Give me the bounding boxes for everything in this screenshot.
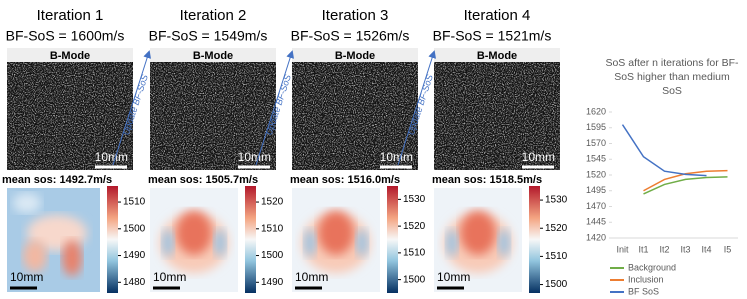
x-tick-label: It3: [680, 244, 690, 254]
sos-map: [434, 188, 522, 292]
bf-sos-label: BF-SoS = 1600m/s: [6, 28, 125, 44]
sos-blob: [23, 240, 47, 272]
bmode-speckle: [434, 56, 560, 170]
legend-label: Background: [628, 262, 676, 272]
colorbar-tick-label: 1530: [403, 194, 426, 205]
colorbar-tick-label: 1500: [545, 279, 568, 290]
colorbar-tick-label: 1510: [123, 197, 146, 208]
y-tick-label: 1620: [586, 106, 606, 116]
colorbar-tick-label: 1520: [545, 223, 568, 234]
bmode-scale: 10mm: [522, 150, 555, 164]
series-line: [621, 124, 707, 177]
colorbar-tick-label: 1500: [261, 250, 284, 261]
bmode-speckle: [7, 56, 133, 170]
bmode-label-box: [292, 48, 418, 62]
update-arrow: [255, 50, 294, 166]
chart-title: SoS after n iterations for BF-SoS higher…: [605, 57, 739, 97]
bmode-label-box: [150, 48, 276, 62]
bmode-scale: 10mm: [380, 150, 413, 164]
mean-sos: mean sos: 1492.7m/s: [2, 174, 112, 186]
mean-sos: mean sos: 1518.5m/s: [432, 174, 542, 186]
y-tick-label: 1445: [586, 217, 606, 227]
sos-blob: [176, 211, 212, 255]
bmode-speckle: [292, 56, 418, 170]
colorbar-tick-label: 1510: [261, 223, 284, 234]
colorbar: [107, 186, 118, 293]
sos-map: [150, 188, 238, 292]
sos-blob: [162, 229, 174, 257]
sos-blob: [304, 229, 316, 257]
sos-map: [292, 188, 380, 292]
x-tick-label: It1: [638, 244, 648, 254]
legend-label: BF SoS: [628, 286, 659, 296]
y-tick-label: 1495: [586, 185, 606, 195]
sos-blob: [498, 229, 510, 257]
colorbar-tick-label: 1490: [123, 250, 146, 261]
y-tick-label: 1570: [586, 138, 606, 148]
bmode-label: B-Mode: [50, 50, 90, 62]
colorbar: [529, 186, 540, 293]
bmode-label: B-Mode: [335, 50, 375, 62]
bmode-scale: 10mm: [95, 150, 128, 164]
x-tick-label: I5: [724, 244, 732, 254]
sos-blob: [13, 193, 41, 213]
x-tick-label: Init: [616, 244, 629, 254]
iteration-title: Iteration 2: [180, 7, 247, 24]
bmode-label: B-Mode: [477, 50, 517, 62]
colorbar-tick-label: 1530: [545, 195, 568, 206]
iteration-title: Iteration 3: [322, 7, 389, 24]
colorbar-tick-label: 1490: [261, 277, 284, 288]
colorbar-tick-label: 1480: [123, 277, 146, 288]
colorbar-tick-label: 1520: [261, 197, 284, 208]
bf-sos-label: BF-SoS = 1521m/s: [433, 28, 552, 44]
bf-sos-label: BF-SoS = 1526m/s: [291, 28, 410, 44]
sos-blob: [356, 229, 368, 257]
colorbar-tick-label: 1510: [545, 251, 568, 262]
x-tick-label: It4: [701, 244, 711, 254]
colorbar-tick-label: 1520: [403, 221, 426, 232]
colorbar: [387, 186, 398, 293]
sos-blob: [62, 240, 82, 276]
map-scale: 10mm: [437, 270, 470, 284]
y-tick-label: 1595: [586, 122, 606, 132]
sos-blob: [460, 211, 496, 255]
update-arrow: [112, 50, 151, 166]
bmode-scale: 10mm: [238, 150, 271, 164]
map-scale: 10mm: [10, 270, 43, 284]
y-tick-label: 1420: [586, 232, 606, 242]
sos-map: [7, 188, 100, 292]
legend-label: Inclusion: [628, 274, 664, 284]
bf-sos-label: BF-SoS = 1549m/s: [149, 28, 268, 44]
y-tick-label: 1545: [586, 154, 606, 164]
bmode-label: B-Mode: [193, 50, 233, 62]
y-tick-label: 1520: [586, 169, 606, 179]
update-arrow: [397, 50, 436, 166]
bmode-label-box: [434, 48, 560, 62]
bmode-speckle: [150, 56, 276, 170]
bmode-label-box: [7, 48, 133, 62]
colorbar-tick-label: 1510: [403, 248, 426, 259]
x-tick-label: It2: [659, 244, 669, 254]
mean-sos: mean sos: 1516.0m/s: [290, 174, 400, 186]
series-line: [643, 176, 728, 195]
map-scale: 10mm: [153, 270, 186, 284]
mean-sos: mean sos: 1505.7m/s: [148, 174, 258, 186]
colorbar-tick-label: 1500: [403, 274, 426, 285]
iteration-title: Iteration 1: [37, 7, 104, 24]
colorbar: [245, 186, 256, 293]
iteration-title: Iteration 4: [464, 7, 531, 24]
sos-blob: [446, 229, 458, 257]
sos-blob: [214, 229, 226, 257]
map-scale: 10mm: [295, 270, 328, 284]
sos-blob: [318, 211, 354, 255]
y-tick-label: 1470: [586, 201, 606, 211]
colorbar-tick-label: 1500: [123, 223, 146, 234]
